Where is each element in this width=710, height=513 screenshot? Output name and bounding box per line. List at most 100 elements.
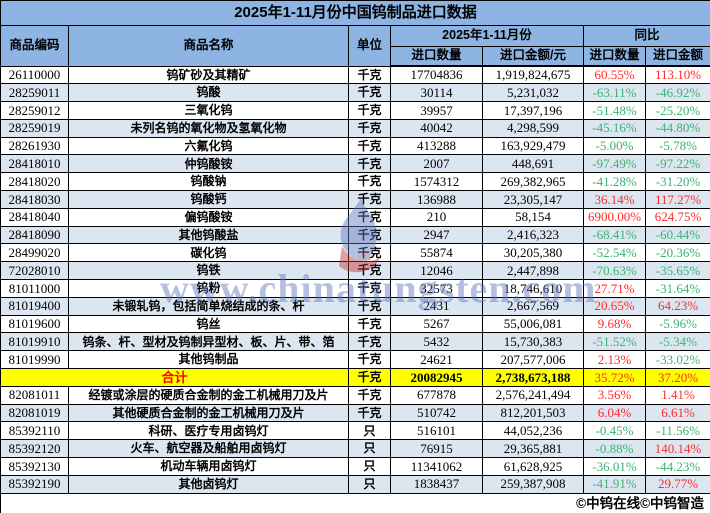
yoy-amount: -35.65% — [644, 261, 710, 281]
table-row: 28261930 六氟化钨 千克 413288 163,929,479 -5.00% -5.… — [0, 136, 710, 156]
table-row: 82081011 经镀或涂层的硬质合金制的金工机械用刀及片 千克 677878 2,57… — [0, 385, 710, 405]
product-name: 钨丝 — [68, 314, 349, 334]
product-code: 85392190 — [0, 474, 69, 494]
import-quantity: 55874 — [390, 243, 483, 263]
yoy-quantity: 35.72% — [583, 368, 646, 387]
table-row: 82081019 其他硬质合金制的金工机械用刀及片 千克 510742 812,201,… — [0, 403, 710, 423]
table-body: 26110000 钨矿砂及其精矿 千克 17704836 1,919,824,675 60… — [0, 65, 710, 494]
import-amount: 2,447,898 — [482, 261, 584, 281]
import-quantity: 413288 — [390, 136, 483, 156]
header-sub-row: 进口数量 进口金额/元 进口数量 进口金额 — [1, 46, 710, 67]
product-code: 28418040 — [0, 207, 69, 227]
product-name: 六氟化钨 — [68, 136, 349, 156]
import-quantity: 510742 — [390, 403, 483, 423]
yoy-amount: 140.14% — [644, 439, 710, 459]
import-amount: 44,052,236 — [482, 421, 584, 441]
table-row: 28418020 钨酸钠 千克 1574312 269,382,965 -41.28% -3… — [0, 172, 710, 192]
product-code: 85392110 — [0, 421, 69, 441]
credit-row: ©中钨在线©中钨智造 — [0, 492, 710, 513]
import-quantity: 2431 — [390, 296, 483, 316]
import-amount: 1,919,824,675 — [482, 65, 584, 85]
product-code: 82081019 — [0, 403, 69, 423]
yoy-quantity: 9.68% — [583, 314, 646, 334]
yoy-amount: -44.80% — [644, 118, 710, 138]
table-row: 28418040 偏钨酸铵 千克 210 58,154 6900.00% 624.75% — [0, 207, 710, 227]
unit: 千克 — [348, 190, 391, 209]
import-amount: 15,730,383 — [482, 332, 584, 352]
table-row: 28418010 仲钨酸铵 千克 2007 448,691 -97.49% -97.22% — [0, 154, 710, 174]
table-row: 28259019 未列名钨的氧化物及氢氧化物 千克 40042 4,298,599 -45… — [0, 118, 710, 138]
yoy-quantity: -51.48% — [583, 101, 646, 120]
import-amount: 259,387,908 — [482, 474, 584, 494]
total-row: 合计 千克 20082945 2,738,673,188 35.72% 37.20% — [0, 368, 710, 387]
yoy-amount: -5.78% — [644, 136, 710, 156]
import-quantity: 5432 — [390, 332, 483, 352]
unit: 只 — [348, 457, 391, 476]
product-code: 72028010 — [0, 261, 69, 281]
yoy-amount: -5.34% — [644, 332, 710, 352]
unit: 千克 — [348, 118, 391, 138]
yoy-quantity: -70.63% — [583, 261, 646, 281]
import-amount: 207,577,006 — [482, 350, 584, 370]
product-code: 28418020 — [0, 172, 69, 192]
header-group-row: 商品编码 商品名称 单位 2025年1-11月份 同比 — [0, 25, 710, 67]
product-code: 81011000 — [0, 279, 69, 298]
table-row: 28499020 碳化钨 千克 55874 30,205,380 -52.54% -20.3… — [0, 243, 710, 263]
yoy-amount: 37.20% — [644, 368, 710, 387]
import-amount: 29,365,881 — [482, 439, 584, 459]
yoy-quantity: -41.28% — [583, 172, 646, 192]
table-row: 81011000 钨粉 千克 32573 18,746,610 27.71% -31.64% — [0, 279, 710, 298]
product-code: 85392120 — [0, 439, 69, 459]
product-name: 火车、航空器及船舶用卤钨灯 — [68, 439, 349, 459]
yoy-quantity: 20.65% — [583, 296, 646, 316]
import-quantity: 24621 — [390, 350, 483, 370]
import-amount: 30,205,380 — [482, 243, 584, 263]
unit: 千克 — [348, 136, 391, 156]
yoy-amount: 117.27% — [644, 190, 710, 209]
col-group-period: 2025年1-11月份 — [390, 25, 584, 47]
import-quantity: 677878 — [390, 385, 483, 405]
yoy-quantity: -5.00% — [583, 136, 646, 156]
yoy-amount: -25.20% — [644, 101, 710, 120]
unit: 千克 — [348, 368, 391, 387]
product-name: 三氧化钨 — [68, 101, 349, 120]
import-amount: 4,298,599 — [482, 118, 584, 138]
import-quantity: 210 — [390, 207, 483, 227]
product-code: 81019400 — [0, 296, 69, 316]
product-name: 钨酸钠 — [68, 172, 349, 192]
product-name: 未列名钨的氧化物及氢氧化物 — [68, 118, 349, 138]
unit: 只 — [348, 439, 391, 459]
table-row: 26110000 钨矿砂及其精矿 千克 17704836 1,919,824,675 60… — [0, 65, 710, 85]
product-code: 28499020 — [0, 243, 69, 263]
import-amount: 269,382,965 — [482, 172, 584, 192]
product-name: 其他硬质合金制的金工机械用刀及片 — [68, 403, 349, 423]
yoy-quantity: -0.88% — [583, 439, 646, 459]
import-amount: 2,667,569 — [482, 296, 584, 316]
import-quantity: 2007 — [390, 154, 483, 174]
yoy-quantity: -52.54% — [583, 243, 646, 263]
product-name: 钨酸钙 — [68, 190, 349, 209]
col-header-name: 商品名称 — [68, 25, 349, 67]
product-name: 钨条、杆、型材及钨制异型材、板、片、带、箔 — [68, 332, 349, 352]
yoy-quantity: -68.41% — [583, 225, 646, 245]
table-footer: ©中钨在线©中钨智造 — [0, 492, 710, 513]
yoy-amount: -33.02% — [644, 350, 710, 370]
table-row: 85392110 科研、医疗专用卤钨灯只 516101 44,052,236 -0.45… — [0, 421, 710, 441]
product-code: 81019990 — [0, 350, 69, 370]
col-header-import-qty: 进口数量 — [390, 46, 483, 67]
import-quantity: 136988 — [390, 190, 483, 209]
product-name: 经镀或涂层的硬质合金制的金工机械用刀及片 — [68, 385, 349, 405]
product-name: 钨铁 — [68, 261, 349, 281]
col-header-code: 商品编码 — [0, 25, 69, 67]
yoy-amount: 1.41% — [644, 385, 710, 405]
yoy-amount: -31.20% — [644, 172, 710, 192]
table-row: 28418090 其他钨酸盐 千克 2947 2,416,323 -68.41% -60.4… — [0, 225, 710, 245]
table-row: 72028010 钨铁 千克 12046 2,447,898 -70.63% -35.65% — [0, 261, 710, 281]
import-amount: 5,231,032 — [482, 83, 584, 103]
unit: 千克 — [348, 279, 391, 298]
yoy-quantity: -63.11% — [583, 83, 646, 103]
table-row: 85392120 火车、航空器及船舶用卤钨灯只 76915 29,365,881 -0.… — [0, 439, 710, 459]
product-name: 钨矿砂及其精矿 — [68, 65, 349, 85]
yoy-amount: -44.23% — [644, 457, 710, 476]
import-amount: 18,746,610 — [482, 279, 584, 298]
